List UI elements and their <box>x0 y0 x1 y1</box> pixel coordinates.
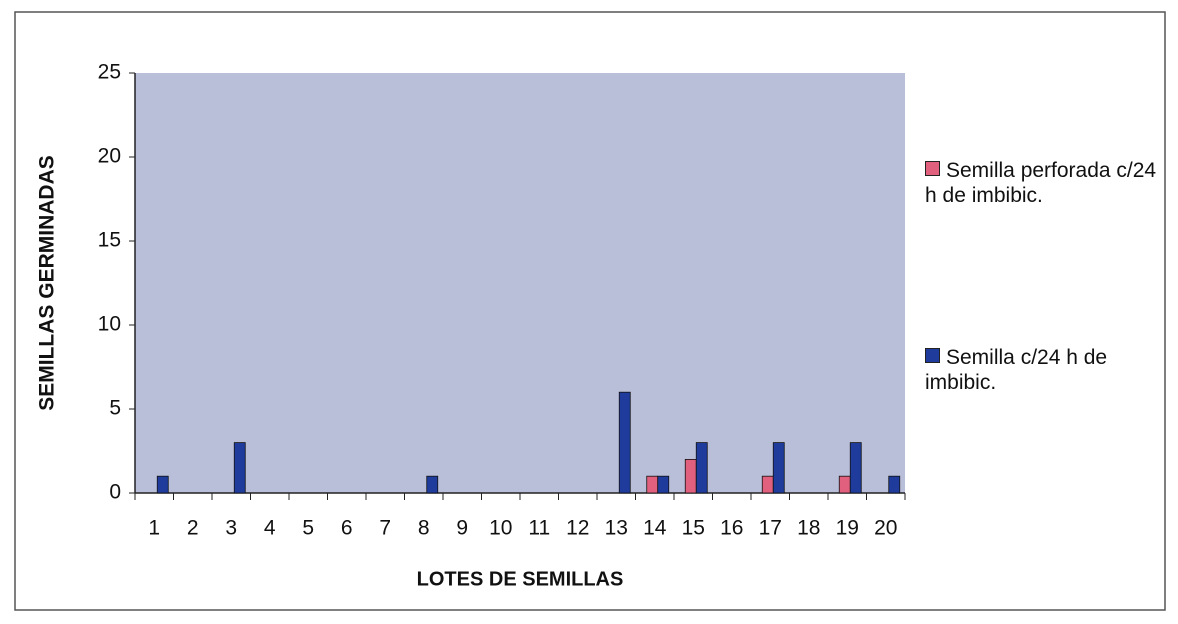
bar <box>849 442 862 494</box>
x-tick-label: 3 <box>225 517 237 540</box>
bar <box>657 475 670 494</box>
x-tick-label: 4 <box>264 517 276 540</box>
legend-label: Semilla perforada c/24 h de imbibic. <box>925 159 1157 207</box>
legend-swatch <box>925 348 940 363</box>
bar <box>838 475 851 494</box>
y-tick-label: 10 <box>98 313 121 336</box>
x-tick-label: 12 <box>566 517 589 540</box>
bar <box>618 391 631 494</box>
legend-entry: Semilla c/24 h de imbibic. <box>925 345 1160 395</box>
y-tick-label: 15 <box>98 229 121 252</box>
y-tick-label: 25 <box>98 61 121 84</box>
y-axis-label: SEMILLAS GERMINADAS <box>36 155 59 411</box>
x-tick-label: 5 <box>302 517 314 540</box>
x-tick-label: 15 <box>682 517 705 540</box>
bar <box>888 475 901 494</box>
bar <box>684 458 697 494</box>
bar <box>772 442 785 494</box>
bar <box>156 475 169 494</box>
legend-label: Semilla c/24 h de imbibic. <box>925 346 1108 394</box>
x-tick-label: 9 <box>456 517 468 540</box>
x-tick-label: 6 <box>341 517 353 540</box>
x-tick-label: 14 <box>643 517 667 540</box>
x-tick-label: 2 <box>187 517 199 540</box>
chart-frame <box>14 11 1166 611</box>
bar <box>233 442 246 494</box>
y-tick-label: 20 <box>98 145 121 168</box>
x-tick-label: 17 <box>759 517 782 540</box>
x-tick-label: 8 <box>418 517 430 540</box>
x-tick-label: 18 <box>797 517 820 540</box>
x-tick-label: 19 <box>836 517 859 540</box>
y-tick-label: 5 <box>109 397 121 420</box>
x-tick-label: 16 <box>720 517 743 540</box>
x-tick-label: 10 <box>489 517 512 540</box>
bar <box>761 475 774 494</box>
bar <box>426 475 439 494</box>
x-tick-label: 7 <box>379 517 391 540</box>
y-tick-label: 0 <box>109 481 121 504</box>
x-tick-label: 13 <box>605 517 628 540</box>
legend-swatch <box>925 161 940 176</box>
x-tick-label: 1 <box>148 517 160 540</box>
bar <box>695 442 708 494</box>
legend-entry: Semilla perforada c/24 h de imbibic. <box>925 158 1160 208</box>
bar <box>646 475 659 494</box>
x-tick-label: 11 <box>528 517 550 540</box>
x-axis-label: LOTES DE SEMILLAS <box>417 568 624 590</box>
plot-area <box>135 73 905 493</box>
x-tick-label: 20 <box>874 517 897 540</box>
